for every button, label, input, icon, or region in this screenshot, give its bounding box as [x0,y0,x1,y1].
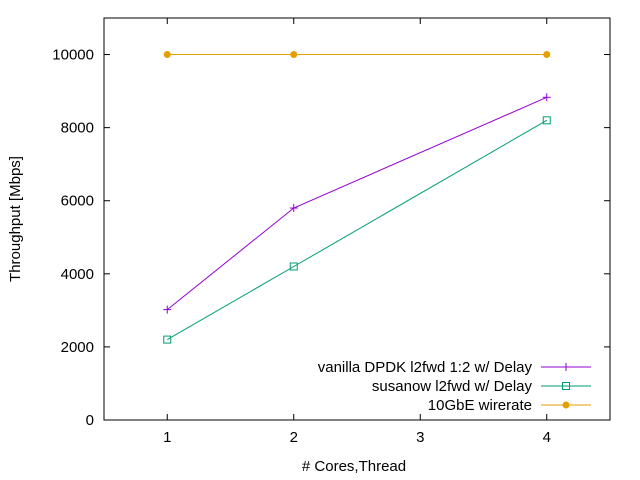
x-tick-label: 4 [543,429,551,446]
x-tick-label: 3 [416,429,424,446]
series-3 [163,51,551,59]
data-point [543,51,551,59]
legend-marker [562,382,570,390]
x-tick-label: 1 [163,429,171,446]
series-1 [163,93,551,314]
legend-marker [562,401,570,409]
legend-entry-3: 10GbE wirerate [428,397,591,414]
x-tick-label: 2 [290,429,298,446]
data-point [290,51,298,59]
series-group [163,51,551,344]
y-tick-label: 0 [86,412,94,429]
legend-label: 10GbE wirerate [428,397,532,414]
y-tick-label: 10000 [52,47,94,64]
x-axis-title: # Cores,Thread [302,458,406,475]
legend: vanilla DPDK l2fwd 1:2 w/ Delay susanow l… [318,359,591,414]
data-point [163,51,171,59]
legend-label: vanilla DPDK l2fwd 1:2 w/ Delay [318,359,533,376]
series-line [167,119,548,341]
legend-marker [562,363,570,371]
data-point [542,93,551,102]
data-point [163,305,172,314]
legend-label: susanow l2fwd w/ Delay [372,378,533,395]
y-tick-label: 8000 [61,120,94,137]
series-line [166,96,548,310]
legend-entry-1: vanilla DPDK l2fwd 1:2 w/ Delay [318,359,591,376]
y-axis-title: Throughput [Mbps] [7,156,24,282]
series-2 [163,116,551,344]
data-point [289,204,298,213]
plot-frame [103,17,611,421]
y-tick-label: 2000 [61,339,94,356]
data-point [289,262,298,271]
legend-entry-2: susanow l2fwd w/ Delay [372,378,591,395]
y-tick-label: 4000 [61,266,94,283]
data-point [163,335,172,344]
y-tick-label: 6000 [61,193,94,210]
data-point [542,116,551,125]
axes: 0 2000 4000 6000 8000 10000 1 2 3 4 [52,17,611,446]
